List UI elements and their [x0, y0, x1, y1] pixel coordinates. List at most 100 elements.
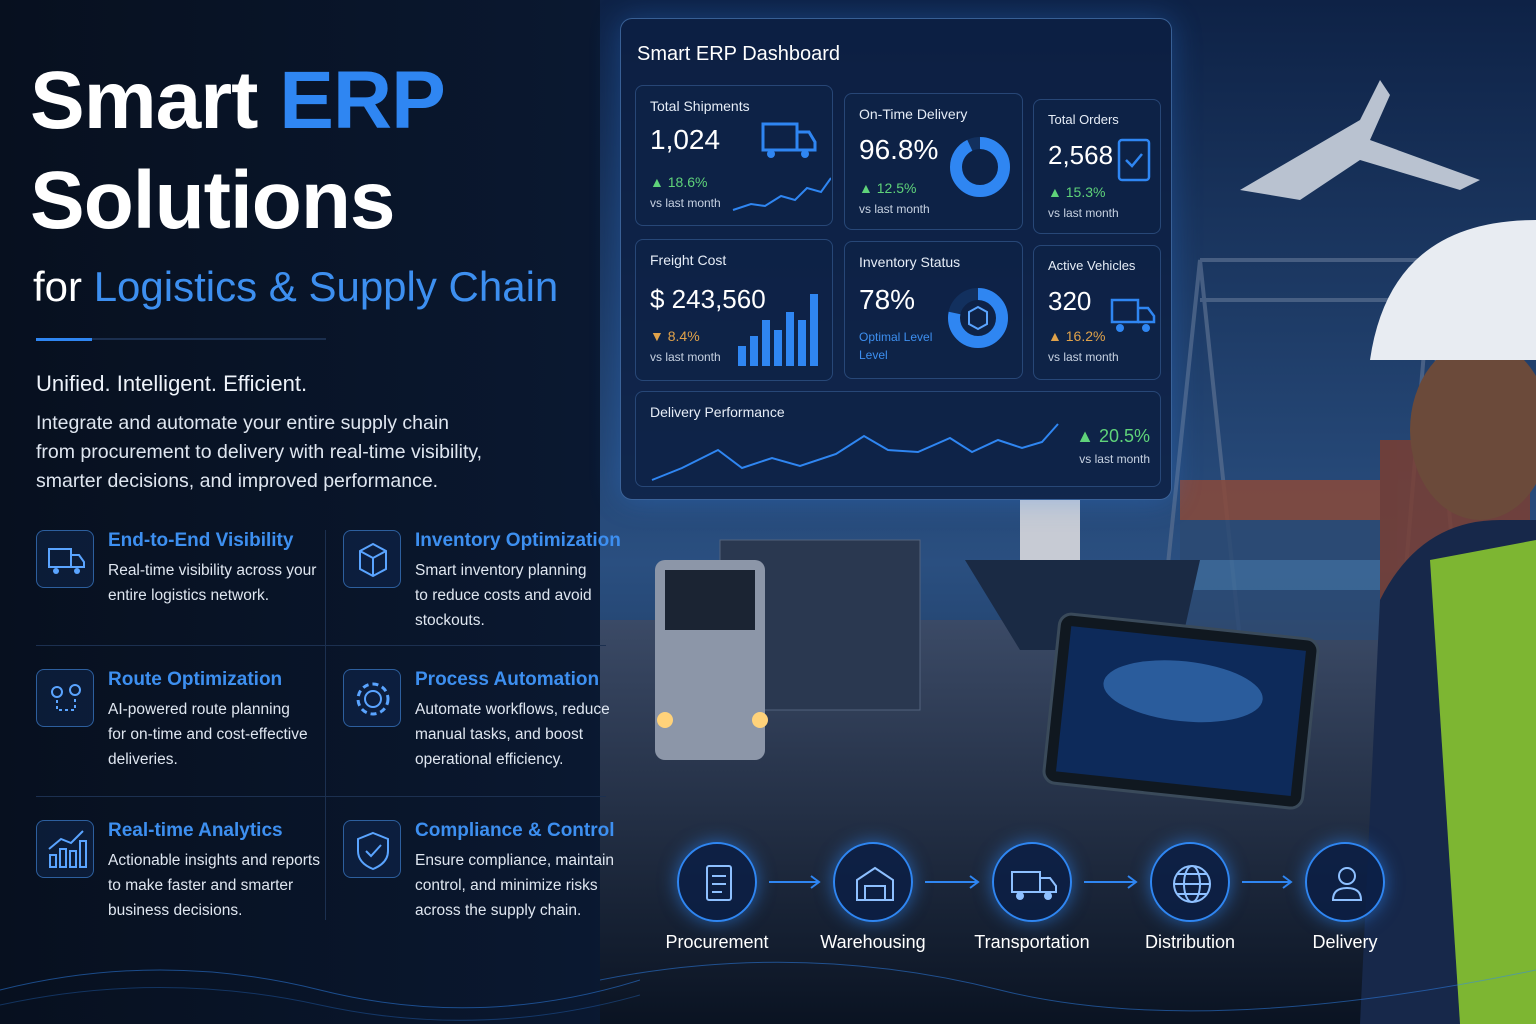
kpi-change-value: 15.3%	[1065, 184, 1106, 200]
kpi-change-value: 18.6%	[667, 174, 708, 190]
kpi-card: On-Time Delivery 96.8% ▲ 12.5% vs last m…	[844, 93, 1023, 230]
truck-icon	[1110, 298, 1156, 332]
kpi-note-line: Optimal Level	[859, 330, 933, 344]
subtitle-prefix: for	[33, 263, 83, 310]
feature-body: Ensure compliance, maintain control, and …	[415, 848, 614, 923]
kpi-value: $ 243,560	[650, 284, 766, 314]
kpi-note: vs last month	[650, 196, 721, 210]
kpi-change: ▲ 16.2%	[1048, 328, 1106, 344]
kpi-value: 1,024	[650, 124, 721, 155]
feature-line: for on-time and cost-effective	[108, 726, 308, 743]
feature-body: Actionable insights and reports to make f…	[108, 848, 320, 923]
arrow	[1084, 875, 1138, 889]
kpi-label: On-Time Delivery	[859, 106, 968, 122]
process-step-icon	[1305, 842, 1385, 922]
icon	[356, 682, 390, 716]
feature-line: to reduce costs and avoid	[415, 587, 592, 604]
clipboard-icon	[1117, 138, 1151, 182]
feature-body: Smart inventory planning to reduce costs …	[415, 558, 592, 633]
feature-line: Ensure compliance, maintain	[415, 852, 615, 869]
icon	[359, 542, 387, 578]
process-arrow	[1084, 872, 1138, 892]
process-step-label: Transportation	[974, 932, 1090, 952]
kpi-value: 320	[1048, 286, 1092, 316]
arrow	[769, 875, 821, 889]
feature-line: Smart inventory planning	[415, 562, 587, 579]
kpi-label: Freight Cost	[650, 252, 727, 268]
icon	[48, 548, 85, 574]
icon	[1011, 871, 1057, 900]
icon	[1173, 865, 1211, 903]
process-arrow	[769, 872, 821, 892]
feature-line: to make faster and smarter	[108, 877, 294, 894]
feature-line: control, and minimize risks	[415, 877, 598, 894]
icon	[706, 865, 732, 901]
process-step-icon	[1150, 842, 1230, 922]
process-step-icon	[833, 842, 913, 922]
feature-line: entire logistics network.	[108, 587, 270, 604]
performance-line	[651, 423, 1059, 481]
icon	[357, 831, 389, 871]
feature-line: AI-powered route planning	[108, 701, 290, 718]
icon	[48, 830, 87, 868]
feature-icon	[36, 820, 94, 878]
feature-icon	[343, 530, 401, 588]
kpi-card: Active Vehicles 320 ▲ 16.2% vs last mont…	[1033, 245, 1161, 380]
kpi-note: vs last month	[859, 202, 930, 216]
dashboard-panel: Smart ERP Dashboard Total Shipments 1,02…	[620, 18, 1172, 500]
kpi-card: Total Orders 2,568 ▲ 15.3% vs last month	[1033, 99, 1161, 234]
arrow	[1242, 875, 1293, 889]
performance-change-value: 20.5%	[1098, 426, 1150, 446]
kpi-card: Total Shipments 1,024 ▲ 18.6% vs last mo…	[635, 85, 833, 226]
kpi-change-value: 16.2%	[1065, 328, 1106, 344]
process-arrow	[1242, 872, 1293, 892]
performance-card: Delivery Performance ▲ 20.5% vs last mon…	[635, 391, 1161, 487]
tagline: Unified. Intelligent. Efficient.	[36, 371, 308, 396]
feature-icon	[36, 669, 94, 727]
feature-title: End-to-End Visibility	[108, 530, 294, 551]
hero-title-line: Smart ERP	[30, 60, 446, 142]
kpi-value: 96.8%	[859, 134, 939, 165]
feature-line: deliveries.	[108, 751, 178, 768]
kpi-card: Freight Cost $ 243,560 ▼ 8.4% vs last mo…	[635, 239, 833, 381]
description-line: Integrate and automate your entire suppl…	[36, 412, 450, 434]
kpi-change: ▲ 15.3%	[1048, 184, 1106, 200]
divider-accent	[36, 338, 92, 341]
kpi-note: vs last month	[1048, 206, 1119, 220]
hero-subtitle: for Logistics & Supply Chain	[33, 263, 558, 311]
feature-body: Automate workflows, reduce manual tasks, …	[415, 697, 610, 772]
kpi-note: vs last month	[650, 350, 721, 364]
icon	[51, 684, 81, 711]
feature-icon	[343, 820, 401, 878]
kpi-change: ▼ 8.4%	[650, 328, 700, 344]
feature-title: Route Optimization	[108, 669, 283, 690]
description: Integrate and automate your entire suppl…	[36, 409, 482, 496]
description-line: smarter decisions, and improved performa…	[36, 470, 439, 492]
hero-title-line2: Solutions	[30, 155, 396, 246]
kpi-icon	[732, 122, 831, 211]
process-step-label: Procurement	[665, 932, 769, 952]
feature-title: Process Automation	[415, 669, 600, 690]
feature-line: stockouts.	[415, 612, 485, 629]
kpi-card: Inventory Status 78% Optimal Level Level	[844, 241, 1023, 379]
donut-icon	[950, 137, 1010, 197]
feature-line: Automate workflows, reduce	[415, 701, 610, 718]
process-step-label: Delivery	[1312, 932, 1378, 952]
donut-icon	[948, 288, 1008, 348]
kpi-change-value: 8.4%	[667, 328, 700, 344]
process-step-label: Distribution	[1144, 932, 1236, 952]
kpi-note: Optimal Level Level	[859, 328, 932, 364]
process-arrow	[925, 872, 980, 892]
feature-line: manual tasks, and boost	[415, 726, 584, 743]
performance-change: ▲ 20.5%	[1076, 426, 1150, 446]
divider	[36, 338, 326, 341]
feature-title: Real-time Analytics	[108, 820, 283, 841]
feature-line: operational efficiency.	[415, 751, 564, 768]
feature-title: Inventory Optimization	[415, 530, 621, 551]
bar-icon	[738, 294, 818, 366]
kpi-label: Total Shipments	[650, 98, 750, 114]
feature-icon	[343, 669, 401, 727]
feature-line: Real-time visibility across your	[108, 562, 317, 579]
